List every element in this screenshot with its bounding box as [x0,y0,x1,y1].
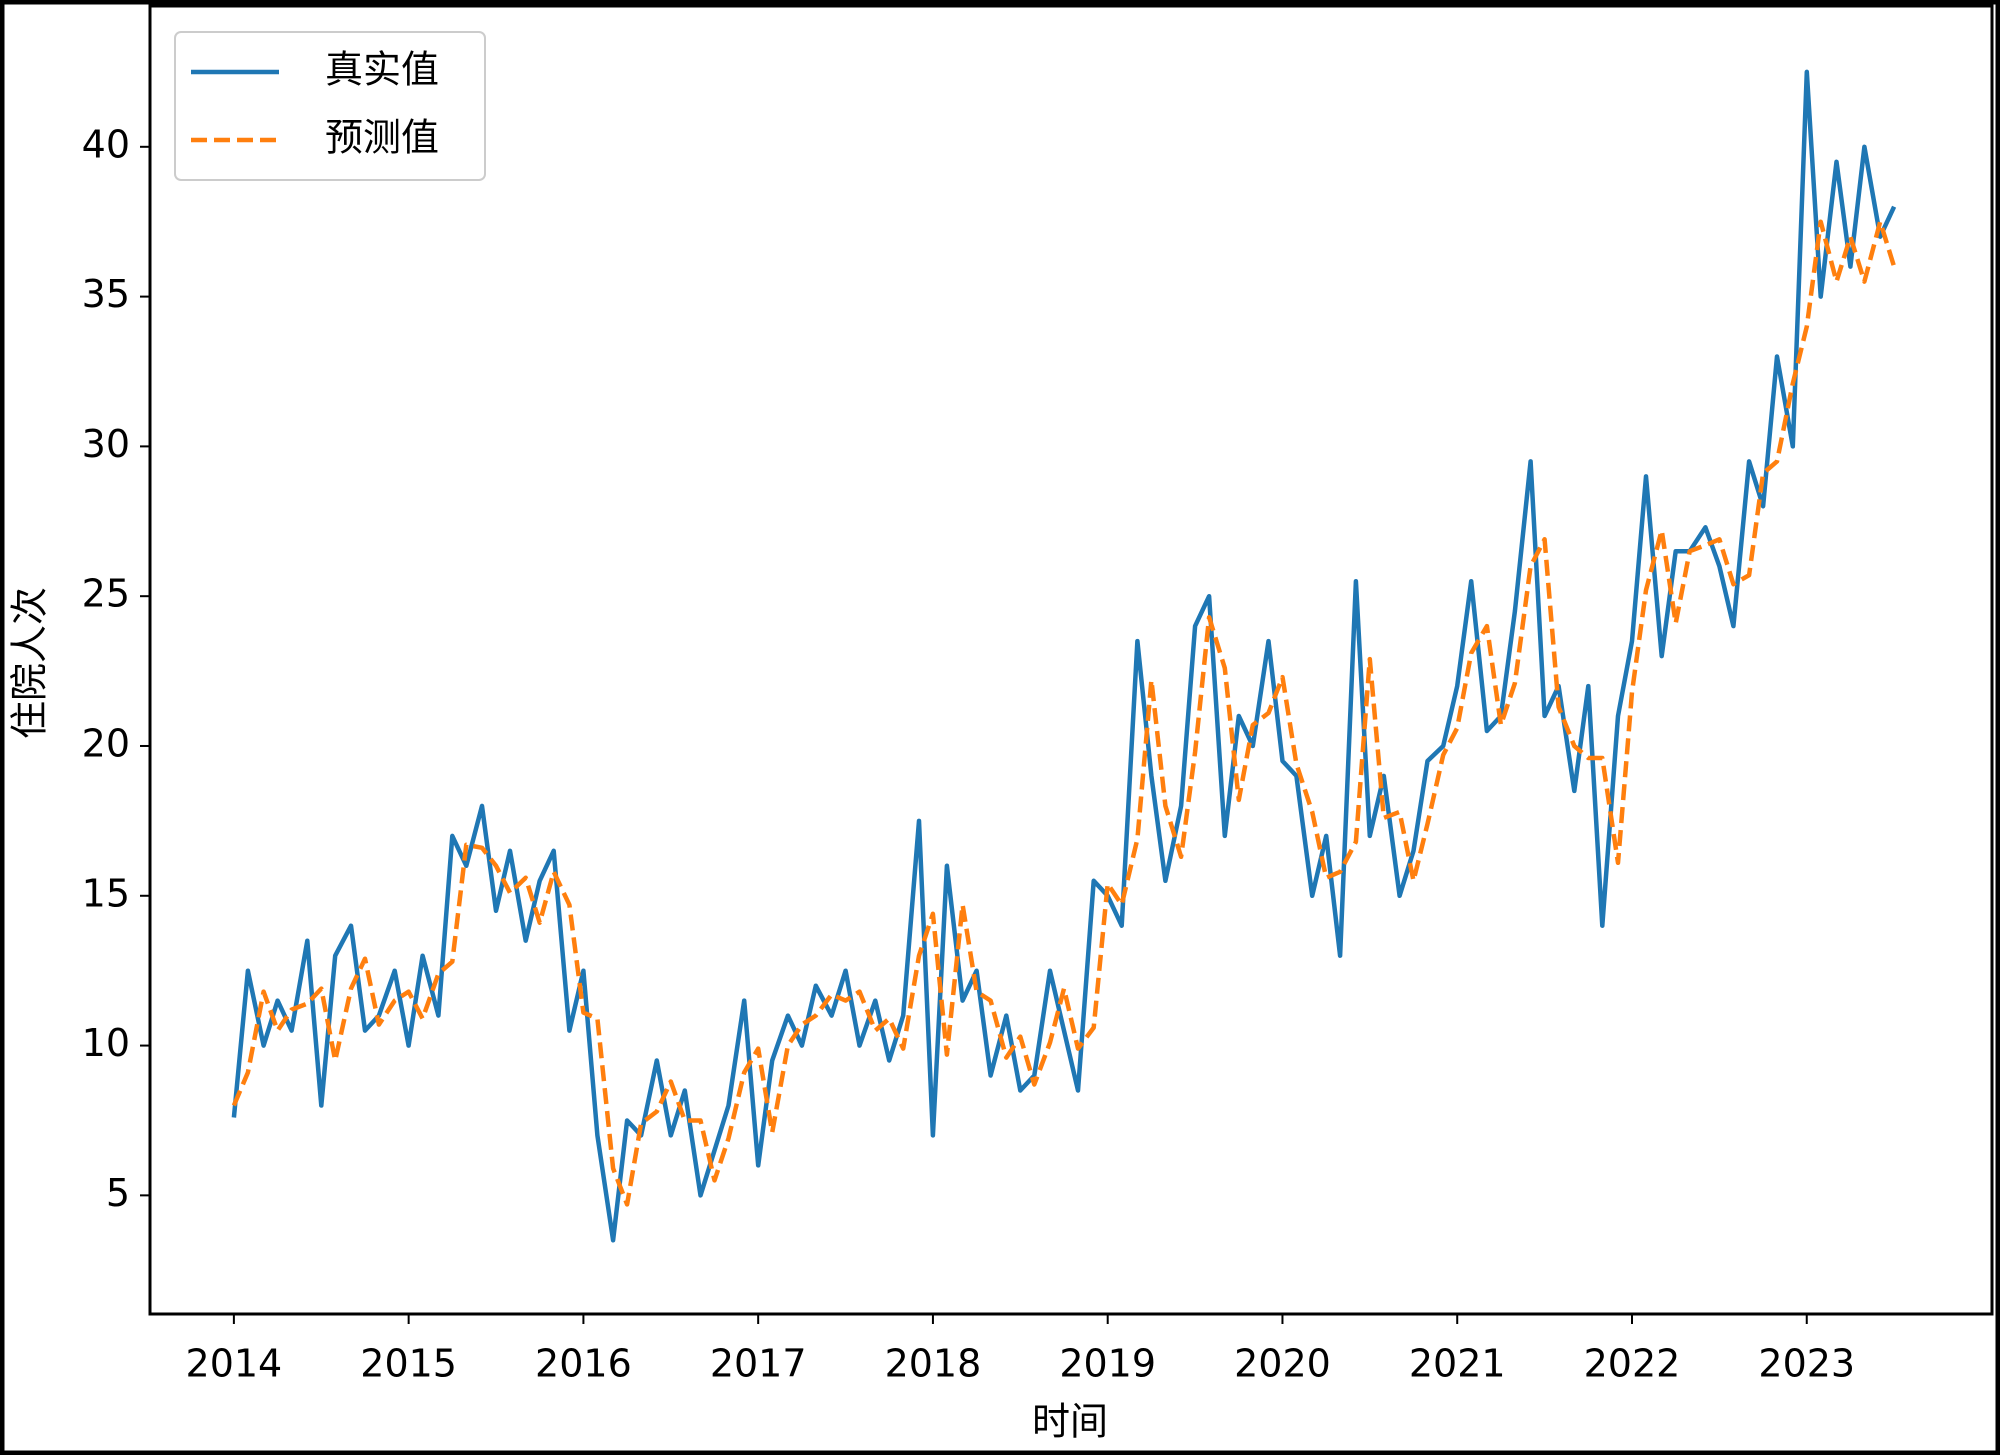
y-tick-label: 25 [82,572,130,616]
y-tick-label: 30 [82,422,130,466]
x-tick-label: 2020 [1234,1342,1331,1386]
y-tick-label: 5 [106,1171,130,1215]
y-axis-label: 住院人次 [8,587,52,739]
y-tick-label: 15 [82,871,130,915]
series-line [231,219,1897,1207]
legend-label: 真实值 [325,48,439,92]
x-tick-label: 2018 [885,1342,982,1386]
x-tick-label: 2017 [710,1342,807,1386]
x-tick-label: 2023 [1758,1342,1855,1386]
y-tick-label: 35 [82,272,130,316]
y-tick-label: 40 [82,122,130,166]
x-tick-label: 2019 [1059,1342,1156,1386]
plot-frame [148,4,1994,1316]
y-tick-label: 20 [82,721,130,765]
x-tick-label: 2021 [1409,1342,1506,1386]
x-axis-label: 时间 [1032,1400,1108,1444]
legend-box [174,31,486,181]
series-line [231,69,1897,1243]
x-tick-label: 2015 [360,1342,457,1386]
x-tick-label: 2014 [186,1342,283,1386]
x-tick-label: 2022 [1584,1342,1681,1386]
legend-label: 预测值 [325,116,439,160]
y-tick-label: 10 [82,1021,130,1065]
x-tick-label: 2016 [535,1342,632,1386]
